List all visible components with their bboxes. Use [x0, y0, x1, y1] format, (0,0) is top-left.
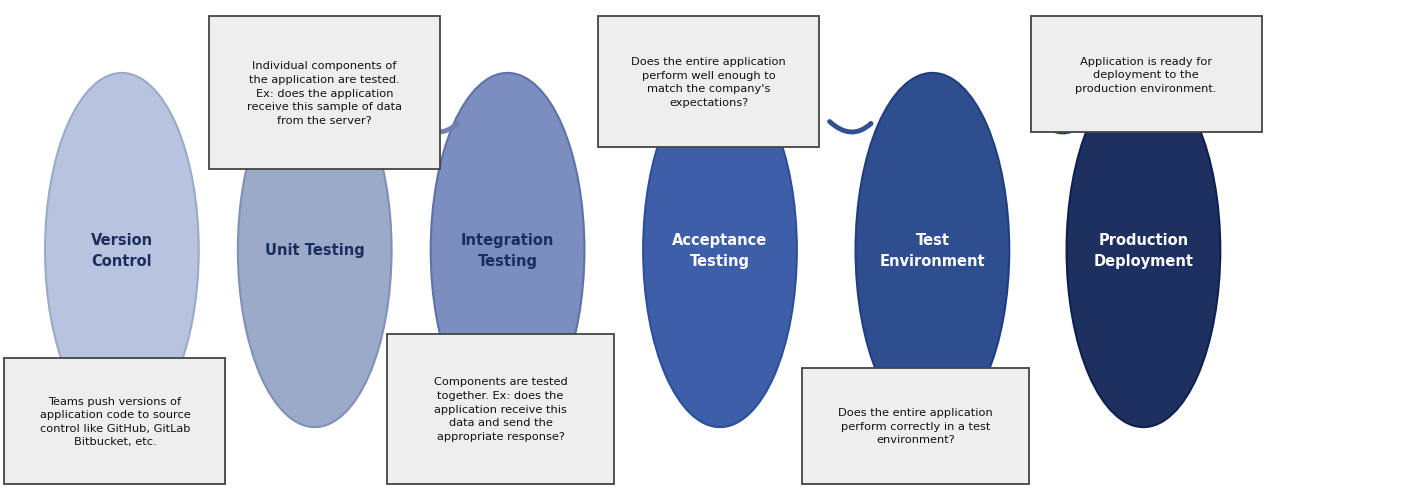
Text: Teams push versions of
application code to source
control like GitHub, GitLab
Bi: Teams push versions of application code …	[40, 396, 190, 446]
FancyArrowPatch shape	[617, 122, 659, 133]
Text: Test
Environment: Test Environment	[880, 232, 985, 269]
FancyBboxPatch shape	[599, 17, 819, 147]
Text: Integration
Testing: Integration Testing	[461, 232, 555, 269]
Text: Acceptance
Testing: Acceptance Testing	[673, 232, 767, 269]
FancyArrowPatch shape	[830, 122, 871, 133]
Ellipse shape	[856, 74, 1010, 427]
FancyArrowPatch shape	[222, 122, 264, 133]
FancyArrowPatch shape	[1041, 122, 1082, 133]
FancyArrowPatch shape	[416, 122, 458, 133]
FancyBboxPatch shape	[4, 359, 225, 484]
FancyBboxPatch shape	[210, 18, 439, 169]
Text: Unit Testing: Unit Testing	[265, 243, 365, 258]
Ellipse shape	[46, 74, 198, 427]
Text: Application is ready for
deployment to the
production environment.: Application is ready for deployment to t…	[1075, 57, 1216, 94]
Ellipse shape	[238, 74, 392, 427]
Ellipse shape	[643, 74, 797, 427]
Text: Does the entire application
perform correctly in a test
environment?: Does the entire application perform corr…	[838, 407, 992, 444]
Text: Components are tested
together. Ex: does the
application receive this
data and s: Components are tested together. Ex: does…	[434, 377, 568, 441]
Ellipse shape	[431, 74, 585, 427]
FancyBboxPatch shape	[1031, 17, 1262, 133]
Text: Individual components of
the application are tested.
Ex: does the application
re: Individual components of the application…	[247, 61, 402, 126]
Text: Does the entire application
perform well enough to
match the company's
expectati: Does the entire application perform well…	[632, 57, 786, 108]
FancyBboxPatch shape	[803, 368, 1028, 484]
Text: Production
Deployment: Production Deployment	[1094, 232, 1194, 269]
Ellipse shape	[1067, 74, 1221, 427]
Text: Version
Control: Version Control	[91, 232, 153, 269]
FancyBboxPatch shape	[388, 334, 613, 484]
